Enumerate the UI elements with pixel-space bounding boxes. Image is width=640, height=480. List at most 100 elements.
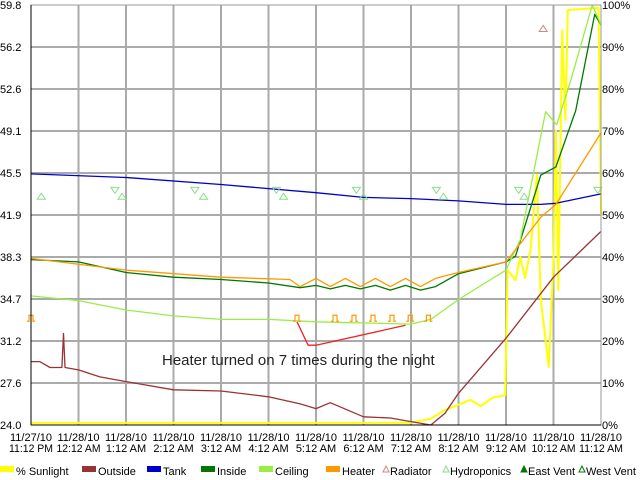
annotation: Heater turned on 7 times during the nigh… xyxy=(162,352,435,369)
legend-triangle-icon xyxy=(520,464,528,473)
x-tick-time: 10:12 AM xyxy=(532,443,576,455)
x-tick-date: 11/28/10 xyxy=(152,432,194,444)
hydroponics-marker xyxy=(278,192,289,200)
legend-swatch xyxy=(0,466,14,472)
hydroponics-marker xyxy=(198,192,209,200)
x-tick-time: 11:12 PM xyxy=(9,443,53,455)
grid xyxy=(31,5,601,425)
y-tick-label-left: 41.9 xyxy=(0,210,21,222)
heater-on-marker xyxy=(293,314,301,322)
vent-marker xyxy=(189,186,200,195)
legend-label: % Sunlight xyxy=(16,466,69,478)
heater-on-marker xyxy=(369,314,377,322)
legend-swatch xyxy=(259,466,273,472)
vent-marker xyxy=(271,186,282,195)
legend-triangle-icon xyxy=(382,464,390,473)
x-tick-date: 11/28/10 xyxy=(580,432,622,444)
x-tick-time: 4:12 AM xyxy=(248,443,288,455)
legend-label: Hydroponics xyxy=(450,466,512,478)
legend-label: Ceiling xyxy=(275,466,309,478)
x-tick-time: 1:12 AM xyxy=(106,443,146,455)
legend-label: Radiator xyxy=(390,466,432,478)
legend-label: East Vent xyxy=(528,466,575,478)
x-tick-date: 11/28/10 xyxy=(485,432,527,444)
legend-label: Heater xyxy=(342,466,375,478)
vent-marker xyxy=(513,186,524,195)
hydroponics-marker xyxy=(438,192,449,200)
y-tick-label-right: 90% xyxy=(602,42,624,54)
y-tick-label-left: 56.2 xyxy=(0,42,21,54)
legend-label: Outside xyxy=(98,466,136,478)
heater-on-marker xyxy=(331,314,339,322)
x-tick-time: 8:12 AM xyxy=(438,443,478,455)
legend-triangle-icon xyxy=(578,464,586,473)
x-tick-date: 11/28/10 xyxy=(342,432,384,444)
y-tick-label-left: 45.5 xyxy=(0,168,21,180)
x-tick-time: 11:12 AM xyxy=(579,443,623,455)
vent-marker xyxy=(109,186,120,195)
legend-swatch xyxy=(82,466,96,472)
y-tick-label-left: 34.7 xyxy=(0,294,21,306)
hydroponics-marker xyxy=(117,192,127,200)
x-tick-date: 11/28/10 xyxy=(390,432,432,444)
x-tick-date: 11/28/10 xyxy=(105,432,147,444)
hydroponics-marker xyxy=(36,192,47,200)
legend-label: West Vent xyxy=(586,466,636,478)
series-line-outside xyxy=(31,230,602,426)
x-tick-date: 11/28/10 xyxy=(200,432,242,444)
x-tick-time: 12:12 AM xyxy=(57,443,101,455)
x-tick-time: 7:12 AM xyxy=(391,443,431,455)
axes: 59.8 100% 56.2 90% 52.6 80% 49.1 70% 45.5 60% 41.9… xyxy=(0,0,630,455)
heater-on-marker xyxy=(388,314,396,322)
hydroponics-marker xyxy=(519,192,530,200)
x-tick-date: 11/28/10 xyxy=(295,432,337,444)
y-tick-label-left: 38.3 xyxy=(0,252,21,264)
y-tick-label-left: 59.8 xyxy=(0,0,21,12)
heater-on-marker xyxy=(406,314,415,322)
radiator-marker xyxy=(538,24,549,32)
y-tick-label-right: 80% xyxy=(602,84,624,96)
x-tick-time: 9:12 AM xyxy=(486,443,526,455)
legend-label: Tank xyxy=(163,466,187,478)
x-tick-date: 11/28/10 xyxy=(532,432,574,444)
legend-triangle-icon xyxy=(442,464,450,473)
x-tick-date: 11/27/10 xyxy=(10,432,52,444)
y-tick-label-left: 52.6 xyxy=(0,84,21,96)
legend: % Sunlight Outside Tank Inside Ceiling Heater… xyxy=(0,464,636,478)
series-line-sunlight xyxy=(31,6,602,424)
y-tick-label-left: 31.2 xyxy=(0,336,21,348)
y-tick-label-right: 0% xyxy=(602,420,618,432)
x-tick-time: 2:12 AM xyxy=(153,443,193,455)
heater-on-marker xyxy=(424,314,433,322)
legend-swatch xyxy=(326,466,340,472)
x-tick-time: 5:12 AM xyxy=(296,443,336,455)
x-tick-date: 11/28/10 xyxy=(247,432,289,444)
y-tick-label-right: 40% xyxy=(602,252,624,264)
legend-label: Inside xyxy=(217,466,246,478)
hydroponics-marker xyxy=(358,192,369,200)
y-tick-label-right: 30% xyxy=(602,294,624,306)
y-tick-label-left: 49.1 xyxy=(0,126,21,138)
series-line-unnamed xyxy=(296,321,406,346)
vent-marker xyxy=(592,186,603,195)
y-tick-label-right: 60% xyxy=(602,168,624,180)
series-line-tank xyxy=(30,173,602,206)
y-tick-label-left: 27.6 xyxy=(0,378,21,390)
legend-swatch xyxy=(147,466,161,472)
vent-marker xyxy=(351,186,362,195)
y-tick-label-right: 100% xyxy=(602,0,630,12)
markers xyxy=(27,24,603,322)
y-tick-label-left: 24.0 xyxy=(0,420,21,432)
series-line-inside xyxy=(30,13,602,291)
series-line-heater xyxy=(30,132,602,288)
heater-on-marker xyxy=(350,314,358,322)
legend-swatch xyxy=(201,466,215,472)
vent-marker xyxy=(431,186,442,195)
x-tick-date: 11/28/10 xyxy=(57,432,99,444)
x-tick-date: 11/28/10 xyxy=(437,432,479,444)
y-tick-label-right: 10% xyxy=(602,378,624,390)
y-tick-label-right: 50% xyxy=(602,210,624,222)
y-tick-label-right: 70% xyxy=(602,126,624,138)
x-tick-time: 6:12 AM xyxy=(343,443,383,455)
